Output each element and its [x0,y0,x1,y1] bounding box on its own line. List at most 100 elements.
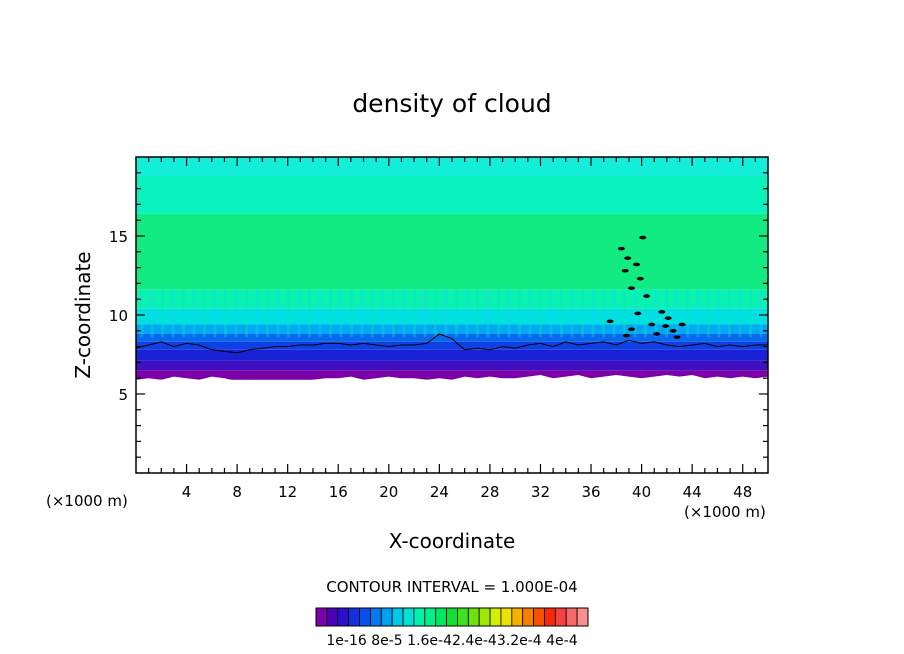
streak [308,286,311,338]
colorbar-swatch [467,607,480,627]
contour-cell [653,332,661,336]
x-tick-label: 20 [379,483,398,501]
y-axis-ticks: 5 10 15 [109,172,768,458]
x-tick-label: 24 [430,483,449,501]
colorbar-swatch [337,607,350,627]
streak [497,286,500,338]
band-5 [136,324,768,334]
streak [245,286,248,338]
streak [539,286,542,338]
streak [675,286,679,338]
contour-cell [669,329,677,333]
colorbar-swatch [391,607,404,627]
streak [224,286,227,338]
band-10 [136,370,768,380]
streak [644,286,647,338]
contour-cell [678,322,686,327]
streak [476,286,479,338]
x-unit-label-right: (×1000 m) [684,503,766,521]
streak [318,286,322,338]
contour-cell [662,324,670,328]
x-tick-label: 16 [329,483,348,501]
colorbar-swatch [500,607,513,627]
colorbar-swatch [565,607,578,627]
contour-cell [621,268,629,273]
y-tick-label: 5 [118,386,128,404]
streak [434,286,437,338]
colorbar-swatch [326,607,339,627]
streak [150,286,154,338]
colorbar-swatch [554,607,567,627]
contour-cell [624,256,632,260]
streak [213,286,217,338]
contour-cell [639,235,647,240]
band-9 [136,360,768,371]
streak [549,286,553,338]
colorbar-swatch [522,607,534,627]
streak [654,286,658,338]
x-unit-label-left: (×1000 m) [46,492,128,510]
colorbar-swatch [533,607,545,627]
y-axis-label: Z-coordinate [71,251,95,378]
streak [402,286,406,338]
streak [581,286,584,338]
streak [171,286,175,338]
streak [633,286,637,338]
colorbar-tick-labels: 1e-16 8e-5 1.6e-42.4e-43.2e-4 4e-4 [326,633,577,649]
colorbar-swatch [380,607,393,627]
colorbar-swatch [446,607,458,627]
colorbar-swatch [424,607,437,627]
streak [423,286,427,338]
shaded-bands [136,157,768,380]
colorbar-swatch [359,607,371,627]
streak [728,286,731,338]
contour-cell [634,311,642,316]
band-4 [136,308,768,325]
streak [297,286,301,338]
x-tick-label: 48 [733,483,752,501]
streak [287,286,290,338]
colorbar-swatch [413,607,426,627]
colorbar-frame [315,607,589,627]
streak [570,286,574,338]
contour-cell [622,333,630,338]
streak [528,286,532,338]
contour-cell [636,276,644,281]
streak [623,286,626,338]
x-tick-label: 4 [182,483,192,501]
contour-cell [606,319,614,324]
streak [140,286,143,338]
contour-cell [658,310,666,314]
band-3 [136,289,768,309]
colorbar-swatch [315,607,328,627]
streak [444,286,448,338]
streak [465,286,469,338]
streak [182,286,185,338]
streak [560,286,563,338]
band-0 [136,157,768,176]
colorbar-swatch [369,607,382,627]
contour-cell [664,316,672,320]
streak [749,286,752,338]
plot-area [136,157,768,473]
colorbar-swatch [457,607,469,627]
band-8 [136,349,768,361]
colorbar-swatch [435,607,447,627]
streak [329,286,332,338]
y-tick-label: 10 [109,307,128,325]
contour-cells [606,235,686,339]
colorbar-swatch [576,607,589,627]
contour-cell [633,262,641,267]
contour-cell [627,286,635,290]
streak [255,286,259,338]
streak [203,286,206,338]
x-tick-label: 36 [581,483,600,501]
streak [759,286,763,338]
streak [518,286,521,338]
streak [371,286,374,338]
streak [234,286,238,338]
streak [717,286,721,338]
band-2 [136,213,768,290]
streak [360,286,364,338]
streak [486,286,490,338]
